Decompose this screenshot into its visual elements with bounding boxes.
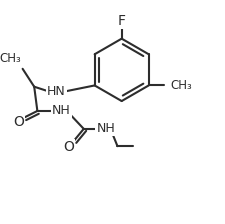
Text: HN: HN <box>47 86 65 99</box>
Text: F: F <box>117 14 125 28</box>
Text: NH: NH <box>96 122 115 135</box>
Text: NH: NH <box>52 104 71 117</box>
Text: CH₃: CH₃ <box>0 52 21 65</box>
Text: O: O <box>63 140 74 154</box>
Text: O: O <box>13 115 24 129</box>
Text: CH₃: CH₃ <box>170 79 192 92</box>
